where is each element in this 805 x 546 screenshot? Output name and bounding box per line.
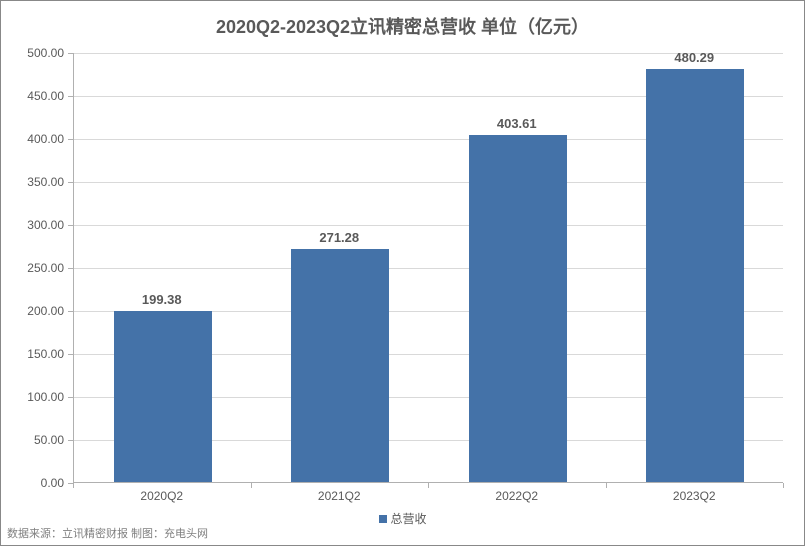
bar: [114, 311, 212, 482]
y-tick-mark: [68, 397, 73, 398]
source-note: 数据来源：立讯精密财报 制图：充电头网: [7, 525, 208, 541]
bar: [646, 69, 744, 482]
y-tick-mark: [68, 96, 73, 97]
bar-value-label: 271.28: [319, 230, 359, 245]
y-tick-label: 500.00: [9, 46, 64, 60]
x-tick-mark: [783, 483, 784, 488]
y-tick-mark: [68, 311, 73, 312]
y-tick-mark: [68, 354, 73, 355]
legend-swatch: [378, 515, 386, 523]
y-tick-label: 300.00: [9, 218, 64, 232]
x-tick-mark: [251, 483, 252, 488]
x-tick-label: 2022Q2: [495, 489, 538, 503]
bar-value-label: 199.38: [142, 292, 182, 307]
x-tick-label: 2021Q2: [318, 489, 361, 503]
y-tick-mark: [68, 53, 73, 54]
y-tick-mark: [68, 268, 73, 269]
bar: [469, 135, 567, 482]
bar: [291, 249, 389, 482]
chart-container: 2020Q2-2023Q2立讯精密总营收 单位（亿元） 总营收 数据来源：立讯精…: [0, 0, 805, 546]
bar-value-label: 480.29: [674, 50, 714, 65]
bar-value-label: 403.61: [497, 116, 537, 131]
y-tick-label: 100.00: [9, 390, 64, 404]
y-tick-mark: [68, 225, 73, 226]
y-tick-label: 0.00: [9, 476, 64, 490]
y-tick-label: 150.00: [9, 347, 64, 361]
legend: 总营收: [378, 510, 426, 527]
plot-area: [73, 53, 783, 483]
y-tick-label: 350.00: [9, 175, 64, 189]
y-tick-label: 400.00: [9, 132, 64, 146]
y-tick-label: 450.00: [9, 89, 64, 103]
y-tick-label: 200.00: [9, 304, 64, 318]
y-tick-mark: [68, 139, 73, 140]
x-tick-mark: [73, 483, 74, 488]
x-tick-label: 2020Q2: [140, 489, 183, 503]
y-tick-label: 50.00: [9, 433, 64, 447]
chart-title: 2020Q2-2023Q2立讯精密总营收 单位（亿元）: [1, 1, 804, 39]
x-tick-mark: [428, 483, 429, 488]
legend-label: 总营收: [390, 510, 426, 527]
x-tick-label: 2023Q2: [673, 489, 716, 503]
x-tick-mark: [606, 483, 607, 488]
y-tick-label: 250.00: [9, 261, 64, 275]
y-tick-mark: [68, 440, 73, 441]
y-tick-mark: [68, 182, 73, 183]
